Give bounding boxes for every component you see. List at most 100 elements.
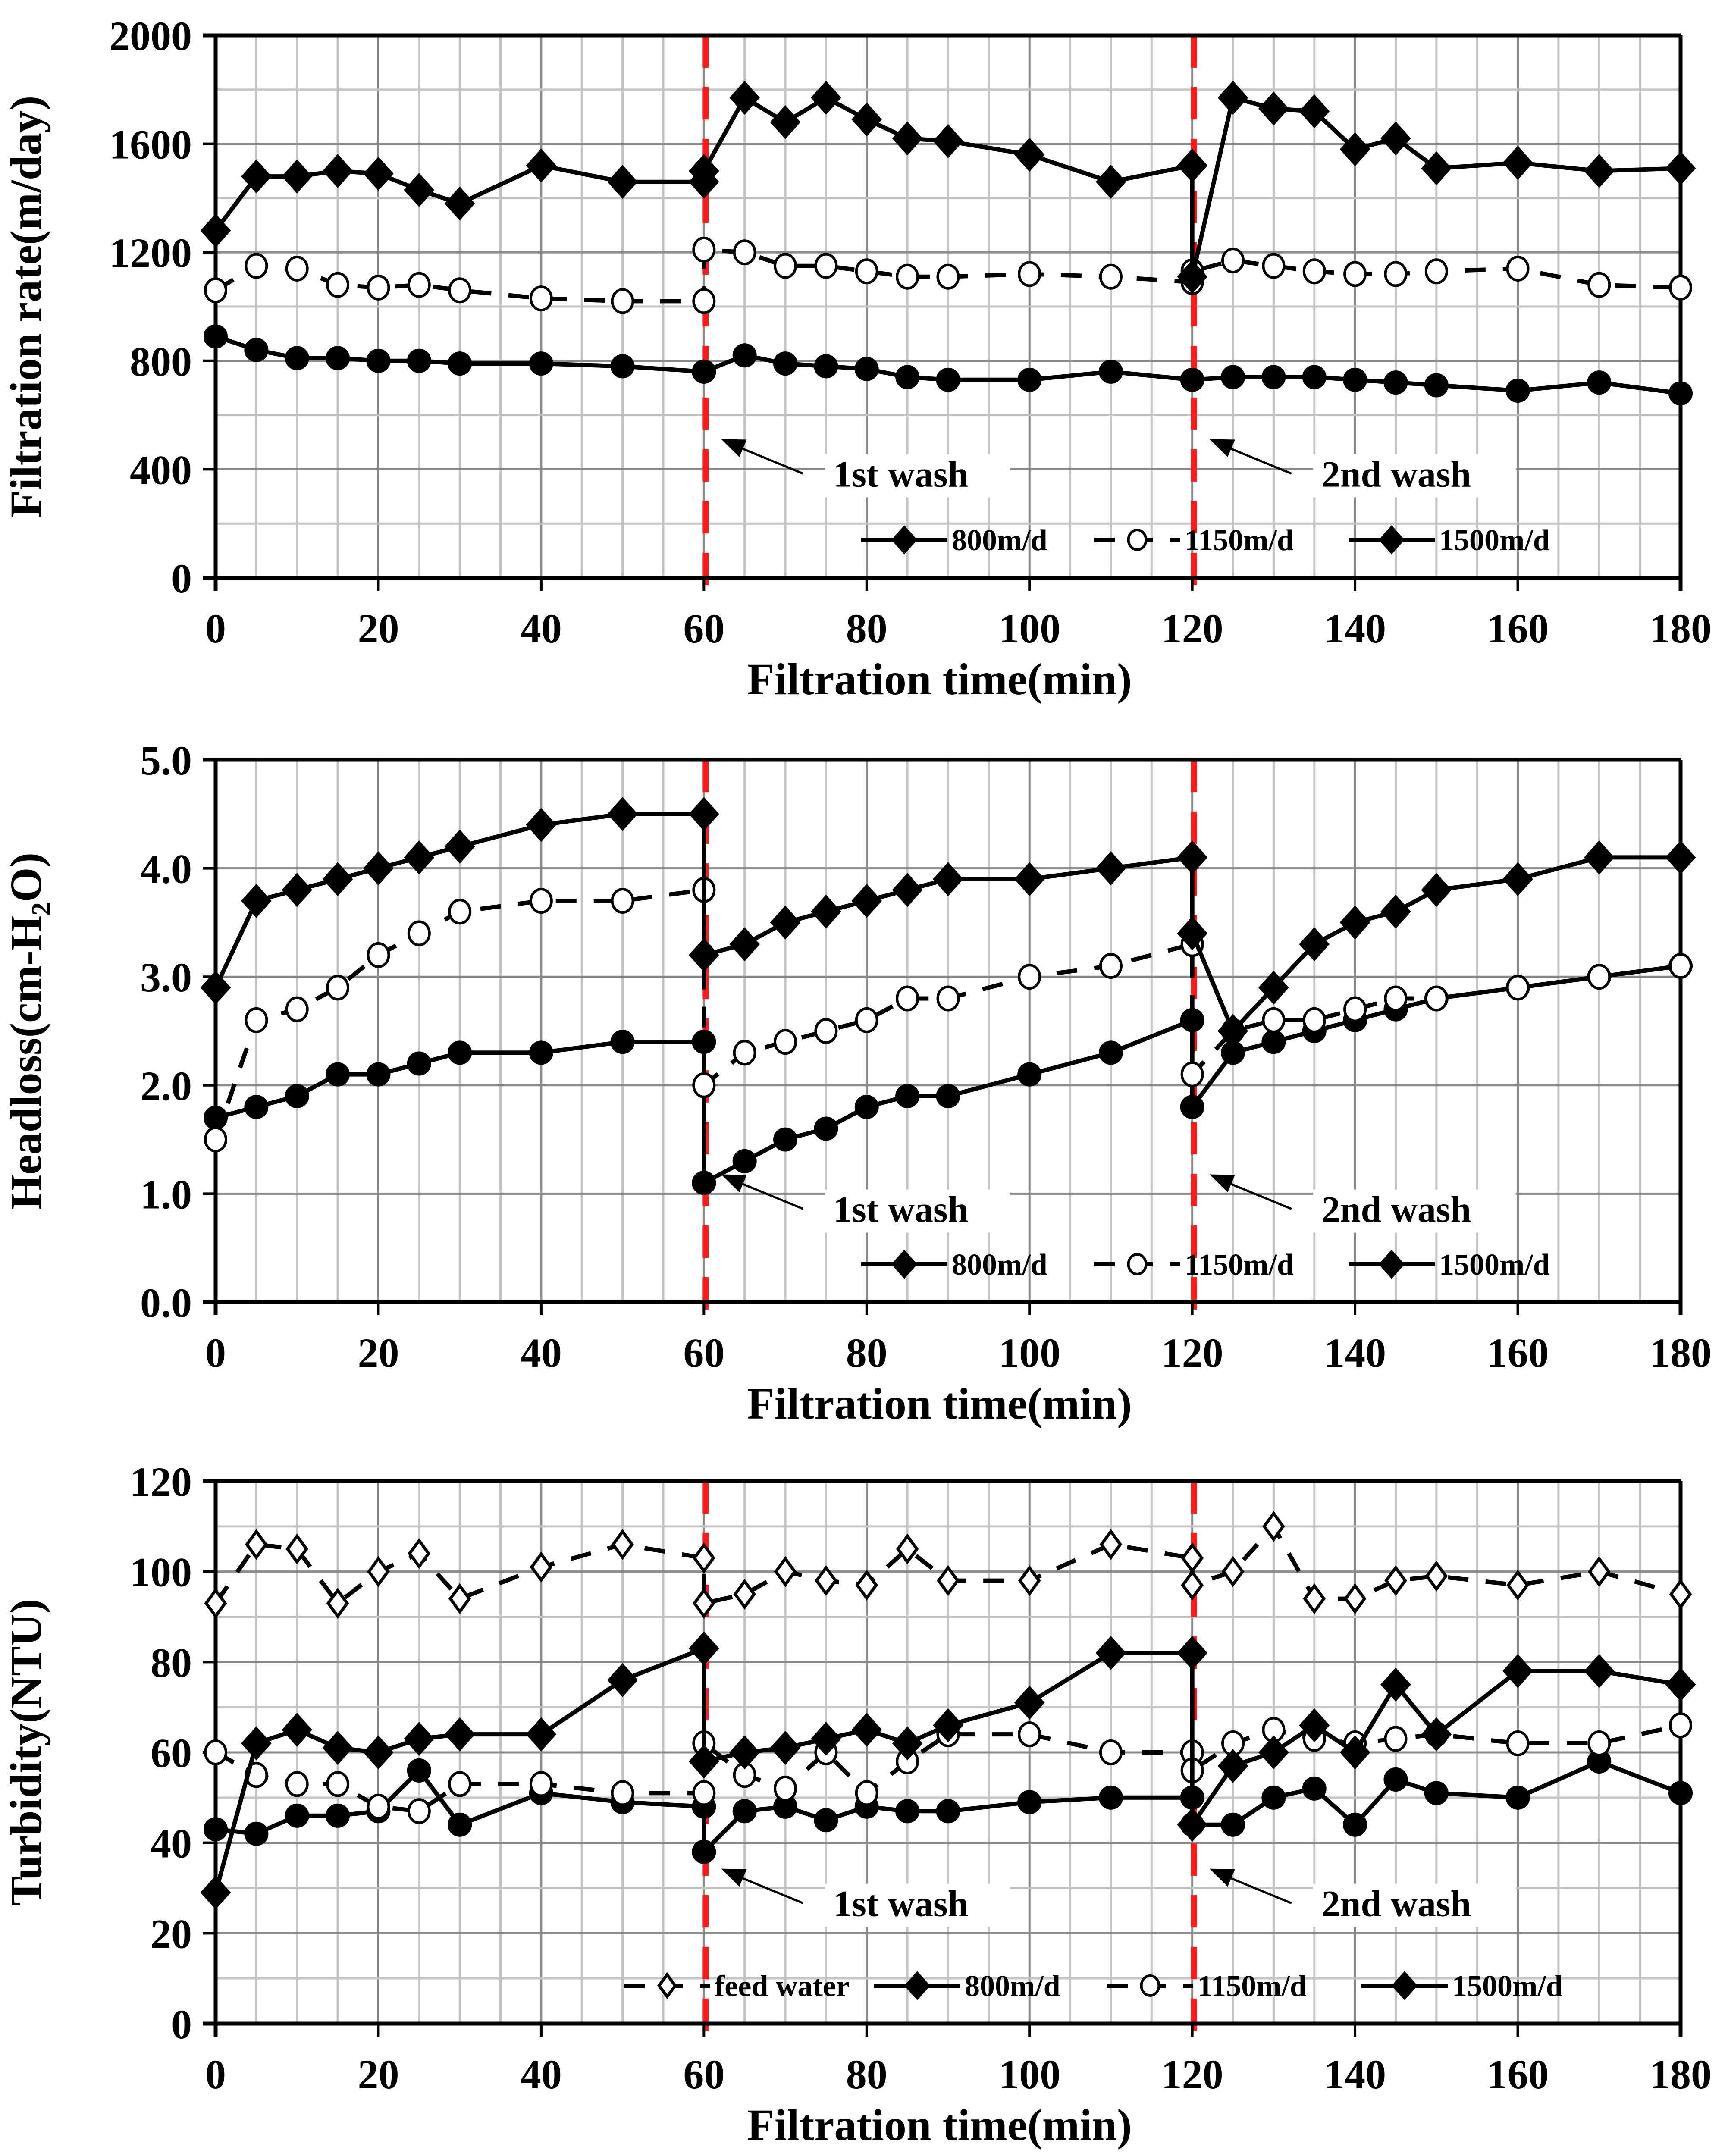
data-point <box>285 1533 309 1565</box>
series <box>200 797 1696 1195</box>
data-point <box>1506 1730 1530 1757</box>
y-tick-label: 4.0 <box>140 846 192 892</box>
x-tick-label: 80 <box>846 605 888 652</box>
data-point <box>896 985 919 1012</box>
data-point <box>282 159 313 194</box>
data-point <box>1217 81 1248 115</box>
legend-label: 1500m/d <box>1452 1970 1563 2003</box>
series <box>200 1510 1696 1910</box>
y-tick-label: 800 <box>130 338 192 385</box>
series-1150m-d <box>204 236 1692 314</box>
data-point <box>241 1726 272 1761</box>
data-point <box>1302 1007 1326 1033</box>
data-point <box>1098 1040 1123 1065</box>
data-point <box>448 351 472 376</box>
data-point <box>326 975 350 1001</box>
data-point <box>688 938 719 972</box>
data-point <box>814 253 838 279</box>
data-point <box>1665 1667 1696 1702</box>
data-point <box>1095 851 1126 886</box>
data-point <box>610 1030 635 1054</box>
legend-label: 1500m/d <box>1439 1248 1550 1282</box>
wash-label-1: 1st wash <box>833 1883 968 1924</box>
axes: 0 400 800 1200 1600 2000 0 20 40 60 80 100 120 140 160… <box>109 13 1712 652</box>
data-point <box>1177 1808 1208 1842</box>
data-point <box>895 1084 920 1108</box>
data-point <box>811 81 841 115</box>
data-point <box>688 797 719 831</box>
data-point <box>1587 272 1611 298</box>
x-tick-label: 140 <box>1324 2051 1386 2097</box>
data-point <box>326 1803 350 1828</box>
legend-label: 800m/d <box>965 1970 1060 2003</box>
data-point <box>1380 894 1411 929</box>
data-point <box>936 1799 960 1824</box>
wash-label-background <box>825 1189 1010 1233</box>
data-point <box>448 1771 472 1797</box>
data-point <box>245 1529 268 1560</box>
legend-item: 1500m/d <box>1349 524 1550 557</box>
data-point <box>244 338 269 362</box>
data-point <box>244 1821 269 1846</box>
data-point <box>896 263 919 290</box>
data-point <box>692 236 716 263</box>
data-point <box>529 1771 553 1797</box>
wash-label-2: 2nd wash <box>1322 453 1471 495</box>
y-axis-title: Turbidity(NTU) <box>1 1599 51 1906</box>
legend-item: 1500m/d <box>1349 1248 1550 1282</box>
data-point <box>607 797 638 831</box>
data-point <box>1425 1561 1448 1592</box>
legend-marker <box>1378 525 1405 555</box>
data-point <box>1421 151 1452 185</box>
x-axis-title: Filtration time(min) <box>747 655 1132 704</box>
data-point <box>892 1726 923 1761</box>
data-point <box>1587 370 1612 395</box>
data-point <box>404 840 435 874</box>
data-point <box>1665 151 1696 185</box>
legend-label: 1500m/d <box>1439 524 1550 557</box>
data-point <box>1343 261 1367 287</box>
data-point <box>729 927 760 962</box>
data-point <box>1217 1014 1248 1048</box>
data-point <box>367 942 390 968</box>
data-point <box>200 970 231 1005</box>
wash-label-1: 1st wash <box>833 1189 968 1230</box>
data-point <box>285 346 309 370</box>
data-point <box>1095 165 1126 199</box>
data-point <box>1017 1790 1042 1814</box>
data-point <box>854 1095 879 1119</box>
series-800m-d <box>204 324 1693 406</box>
data-point <box>1302 258 1326 285</box>
arrow-2 <box>1220 1178 1292 1210</box>
data-point <box>1014 862 1045 896</box>
data-point <box>448 1583 471 1614</box>
data-point <box>611 1529 634 1560</box>
wash-annotation-1: 1st wash <box>721 1174 1010 1233</box>
data-point <box>1339 1735 1370 1770</box>
data-point <box>1505 378 1530 403</box>
legend-item: 1150m/d <box>1094 524 1294 557</box>
x-tick-label: 60 <box>683 1330 724 1376</box>
x-tick-label: 40 <box>521 2051 562 2097</box>
data-point <box>526 148 557 183</box>
data-point <box>892 121 923 156</box>
legend-marker <box>891 1250 918 1279</box>
x-tick-label: 100 <box>998 1330 1060 1376</box>
data-point <box>855 258 878 285</box>
data-point <box>1261 1785 1286 1810</box>
data-point <box>526 808 557 842</box>
data-point <box>1098 1785 1123 1810</box>
data-point <box>1584 1654 1615 1688</box>
data-point <box>774 1029 797 1055</box>
x-tick-label: 140 <box>1324 1330 1386 1376</box>
data-point <box>404 1722 435 1756</box>
y-tick-label: 1.0 <box>140 1171 192 1217</box>
data-point <box>1017 367 1042 392</box>
y-tick-label: 60 <box>151 1730 192 1776</box>
data-point <box>610 354 635 379</box>
data-point <box>1177 260 1208 294</box>
data-point <box>1018 261 1041 287</box>
data-point <box>529 888 553 914</box>
data-point <box>851 884 882 918</box>
